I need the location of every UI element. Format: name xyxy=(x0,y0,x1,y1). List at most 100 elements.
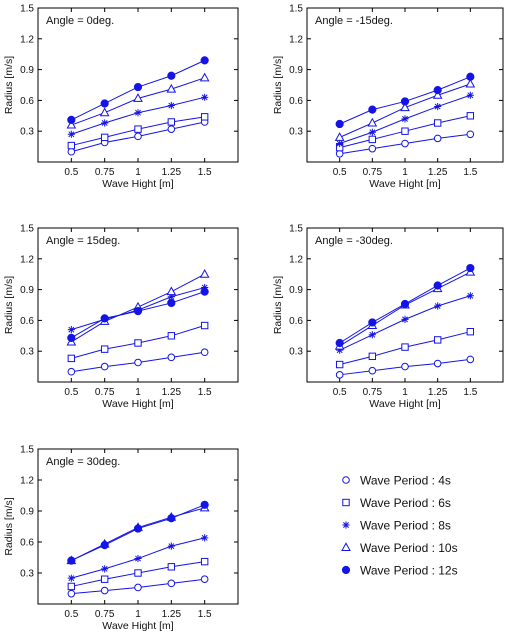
data-point xyxy=(335,338,344,348)
chart-panel: 0.3 0.6 0.9 1.2 1.5 0.5 0.75 1 1.25 1.5 Wave Hight… xyxy=(3,445,239,632)
series xyxy=(67,575,209,598)
data-point xyxy=(67,367,76,376)
data-point xyxy=(100,314,109,323)
data-point xyxy=(100,133,109,142)
data-point xyxy=(134,132,142,141)
y-axis-label: Radius [m/s] xyxy=(3,56,15,114)
data-point xyxy=(100,541,109,550)
x-axis-label: Wave Hight [m] xyxy=(102,398,173,410)
data-point xyxy=(67,589,76,598)
x-tick-label: 0.75 xyxy=(95,167,115,178)
series xyxy=(67,93,209,138)
data-point xyxy=(433,86,442,95)
y-tick-label: 1.2 xyxy=(20,476,34,487)
x-tick-label: 0.75 xyxy=(95,387,115,398)
data-point xyxy=(434,302,442,310)
data-point xyxy=(201,283,209,292)
data-point xyxy=(166,286,177,296)
y-tick-label: 0.6 xyxy=(289,316,303,327)
angle-annotation: Angle = 30deg. xyxy=(46,456,120,468)
y-tick-label: 0.3 xyxy=(289,127,303,138)
x-axis-label: Wave Hight [m] xyxy=(102,620,173,632)
x-tick-label: 0.5 xyxy=(333,387,347,398)
series xyxy=(66,72,210,129)
series xyxy=(335,130,475,158)
series xyxy=(334,78,476,141)
x-tick-label: 1.5 xyxy=(198,167,212,178)
x-tick-label: 1.5 xyxy=(463,387,477,398)
data-point xyxy=(200,557,209,566)
y-tick-label: 1.5 xyxy=(20,224,34,235)
data-point xyxy=(67,556,76,565)
y-axis-label: Radius [m/s] xyxy=(272,56,284,114)
data-point xyxy=(200,500,209,509)
legend-marker xyxy=(342,498,350,507)
legend-label: Wave Period : 8s xyxy=(360,519,451,533)
data-point xyxy=(134,358,142,367)
x-tick-label: 0.5 xyxy=(64,609,78,620)
series xyxy=(67,321,209,363)
x-tick-label: 1 xyxy=(135,167,141,178)
legend: Wave Period : 4s Wave Period : 6s Wave Per… xyxy=(341,474,458,578)
data-point xyxy=(466,91,474,99)
data-point xyxy=(336,346,344,354)
data-point xyxy=(368,366,377,375)
data-point xyxy=(368,331,376,339)
series xyxy=(335,112,475,152)
data-point xyxy=(66,119,77,129)
data-point xyxy=(67,574,75,582)
legend-marker xyxy=(342,476,350,484)
x-tick-label: 1 xyxy=(402,387,408,398)
series xyxy=(335,72,475,129)
y-tick-label: 0.9 xyxy=(20,285,34,296)
series xyxy=(67,113,209,150)
series xyxy=(67,557,209,591)
legend-entry: Wave Period : 4s xyxy=(342,474,451,488)
data-point xyxy=(401,362,409,371)
y-axis-label: Radius [m/s] xyxy=(3,276,15,334)
data-point xyxy=(100,586,109,595)
data-point xyxy=(67,147,76,156)
data-point xyxy=(167,332,176,340)
data-point xyxy=(167,563,176,571)
data-point xyxy=(433,359,442,368)
y-tick-label: 0.9 xyxy=(20,507,34,518)
data-point xyxy=(134,125,142,133)
data-point xyxy=(466,112,475,120)
y-tick-label: 0.9 xyxy=(289,285,303,296)
data-point xyxy=(100,362,109,371)
data-point xyxy=(400,102,410,112)
series xyxy=(67,56,209,125)
data-point xyxy=(432,90,443,99)
data-point xyxy=(67,115,76,125)
data-point xyxy=(368,105,377,114)
data-point xyxy=(167,125,176,133)
data-point xyxy=(167,514,176,523)
data-point xyxy=(201,93,209,101)
data-point xyxy=(100,575,109,583)
data-point xyxy=(134,554,142,563)
y-tick-label: 0.3 xyxy=(20,347,34,358)
data-point xyxy=(336,139,344,148)
x-tick-label: 1.5 xyxy=(463,167,477,178)
data-point xyxy=(368,352,377,361)
x-tick-label: 1.25 xyxy=(428,167,448,178)
data-point xyxy=(167,298,176,308)
data-point xyxy=(401,315,409,323)
data-point xyxy=(167,71,176,80)
legend-marker xyxy=(341,542,351,551)
data-point xyxy=(200,287,209,296)
data-point xyxy=(368,318,377,327)
legend-label: Wave Period : 10s xyxy=(360,541,458,555)
data-point xyxy=(465,78,476,88)
x-tick-label: 1.5 xyxy=(198,609,212,620)
data-point xyxy=(401,139,409,148)
data-point xyxy=(100,345,109,353)
data-point xyxy=(433,336,442,344)
legend-entry: Wave Period : 10s xyxy=(341,541,458,555)
data-point xyxy=(334,132,345,141)
legend-entry: Wave Period : 6s xyxy=(342,496,451,510)
data-point xyxy=(335,119,344,129)
y-tick-label: 0.9 xyxy=(289,65,303,76)
data-point xyxy=(401,115,409,123)
